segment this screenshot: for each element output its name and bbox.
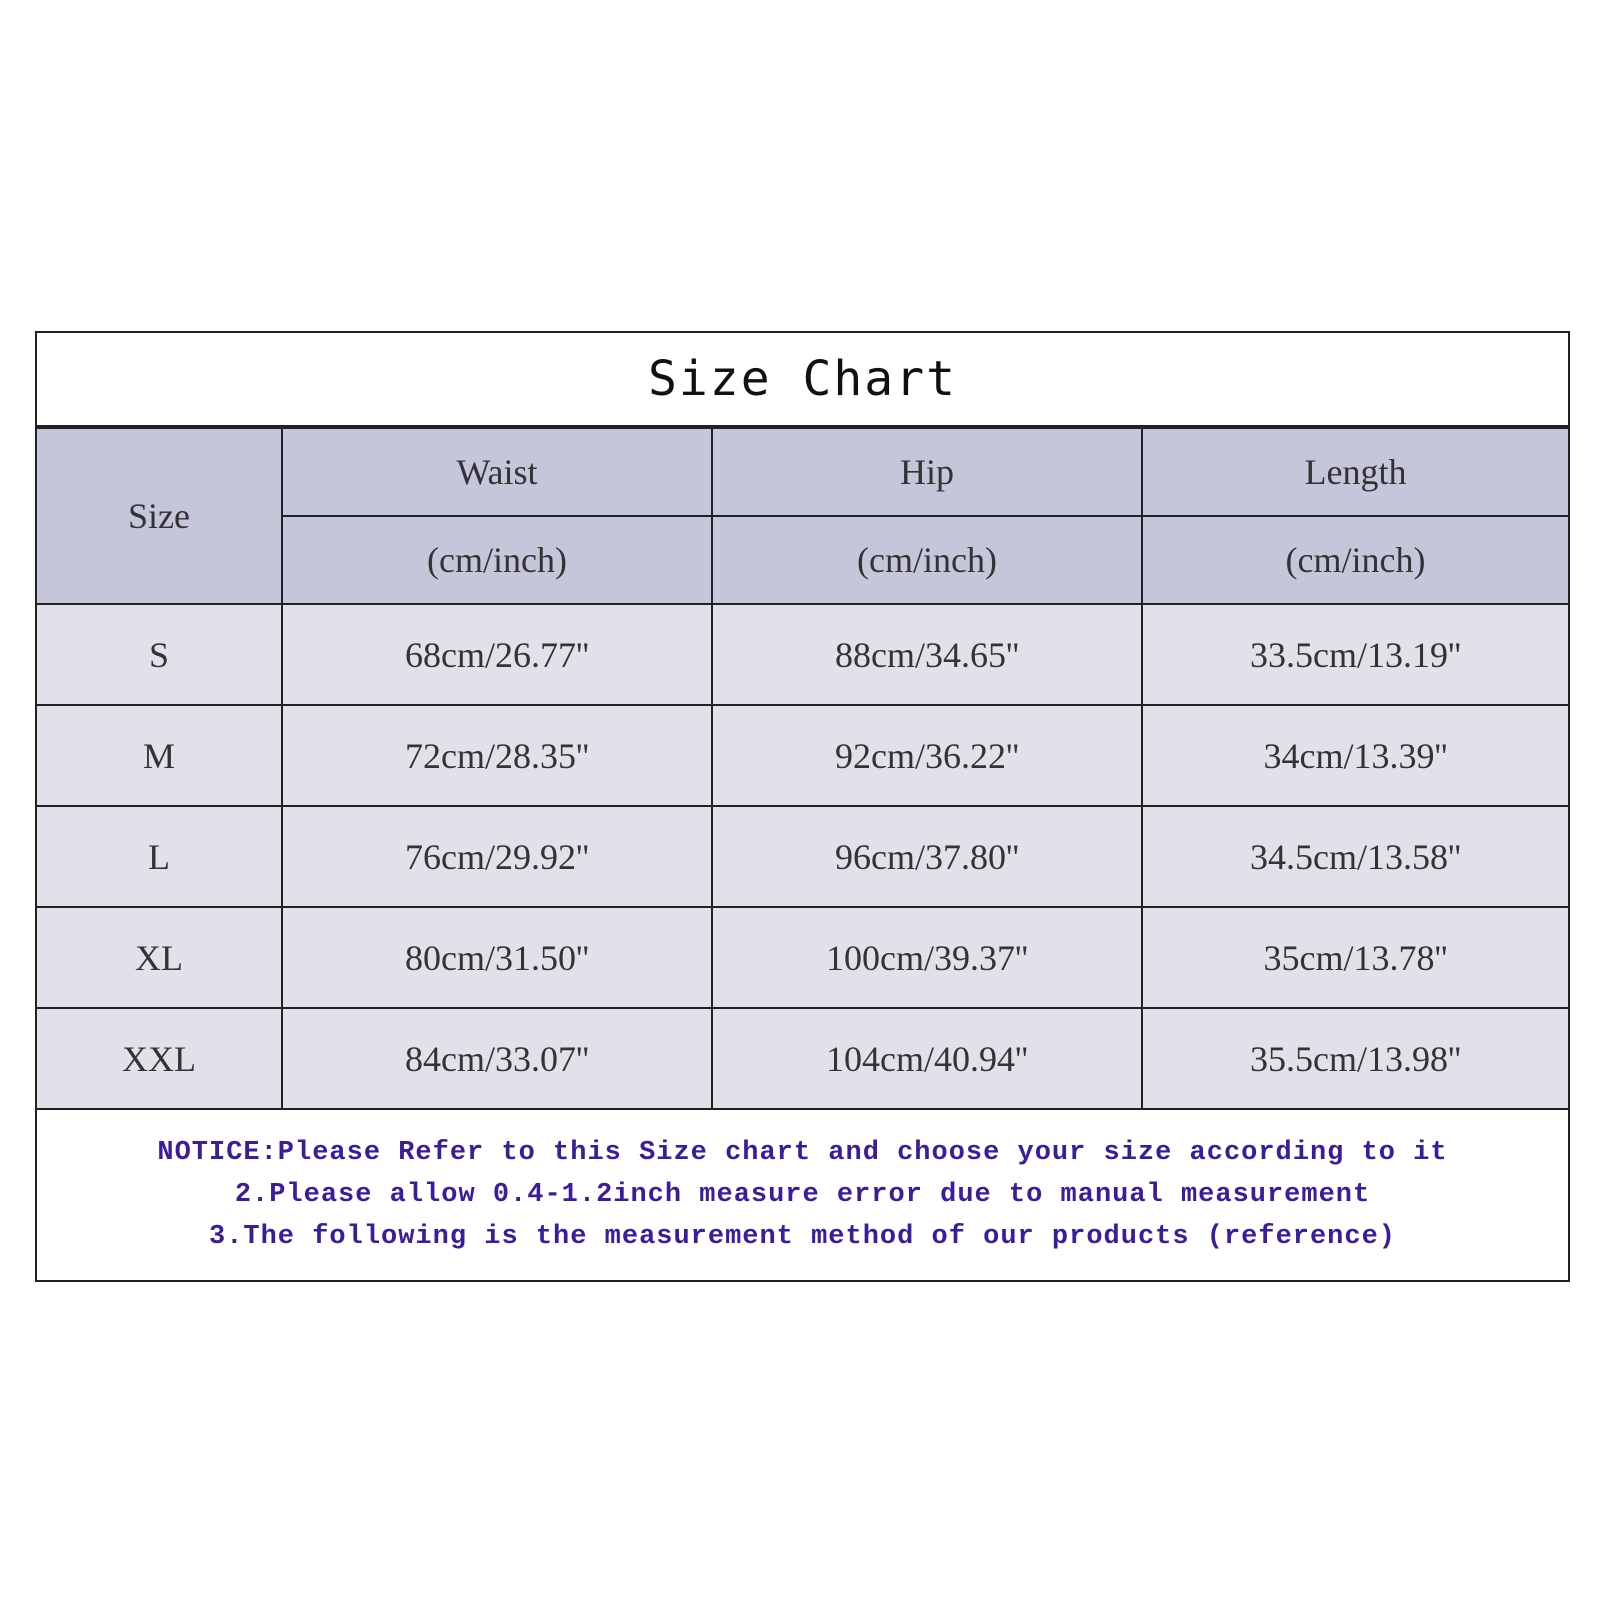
header-hip: Hip <box>711 427 1143 517</box>
cell-size: M <box>37 704 283 807</box>
header-length-unit: (cm/inch) <box>1141 515 1568 605</box>
cell-length: 33.5cm/13.19'' <box>1141 603 1568 706</box>
table-row: XXL 84cm/33.07'' 104cm/40.94'' 35.5cm/13.98… <box>37 1007 1568 1110</box>
table-row: S 68cm/26.77'' 88cm/34.65'' 33.5cm/13.19'' <box>37 603 1568 706</box>
header-unit-row: (cm/inch) (cm/inch) (cm/inch) <box>37 515 1568 605</box>
table-row: L 76cm/29.92'' 96cm/37.80'' 34.5cm/13.58'' <box>37 805 1568 908</box>
cell-size: XL <box>37 906 283 1009</box>
cell-hip: 96cm/37.80'' <box>711 805 1143 908</box>
cell-size: S <box>37 603 283 706</box>
table-row: M 72cm/28.35'' 92cm/36.22'' 34cm/13.39'' <box>37 704 1568 807</box>
size-table: Size Waist Hip Length (cm/inch) (cm/inch… <box>37 427 1568 1110</box>
cell-hip: 92cm/36.22'' <box>711 704 1143 807</box>
header-hip-unit: (cm/inch) <box>711 515 1143 605</box>
cell-waist: 84cm/33.07'' <box>281 1007 713 1110</box>
cell-hip: 88cm/34.65'' <box>711 603 1143 706</box>
cell-waist: 72cm/28.35'' <box>281 704 713 807</box>
chart-title: Size Chart <box>37 333 1568 427</box>
header-waist: Waist <box>281 427 713 517</box>
cell-length: 35.5cm/13.98'' <box>1141 1007 1568 1110</box>
table-row: XL 80cm/31.50'' 100cm/39.37'' 35cm/13.78'' <box>37 906 1568 1009</box>
cell-waist: 76cm/29.92'' <box>281 805 713 908</box>
notice-box: NOTICE:Please Refer to this Size chart a… <box>37 1110 1568 1280</box>
size-chart-table: Size Chart Size Waist Hip Length (cm/inc… <box>35 331 1570 1282</box>
cell-length: 34.5cm/13.58'' <box>1141 805 1568 908</box>
cell-length: 35cm/13.78'' <box>1141 906 1568 1009</box>
header-row: Size Waist Hip Length <box>37 427 1568 605</box>
cell-waist: 68cm/26.77'' <box>281 603 713 706</box>
cell-waist: 80cm/31.50'' <box>281 906 713 1009</box>
cell-size: XXL <box>37 1007 283 1110</box>
cell-hip: 104cm/40.94'' <box>711 1007 1143 1110</box>
cell-length: 34cm/13.39'' <box>1141 704 1568 807</box>
notice-line: 3.The following is the measurement metho… <box>209 1222 1396 1252</box>
cell-size: L <box>37 805 283 908</box>
header-size: Size <box>37 427 283 605</box>
notice-line: 2.Please allow 0.4-1.2inch measure error… <box>234 1180 1371 1210</box>
header-length: Length <box>1141 427 1568 517</box>
header-waist-unit: (cm/inch) <box>282 515 713 605</box>
notice-line: NOTICE:Please Refer to this Size chart a… <box>157 1138 1448 1168</box>
cell-hip: 100cm/39.37'' <box>711 906 1143 1009</box>
